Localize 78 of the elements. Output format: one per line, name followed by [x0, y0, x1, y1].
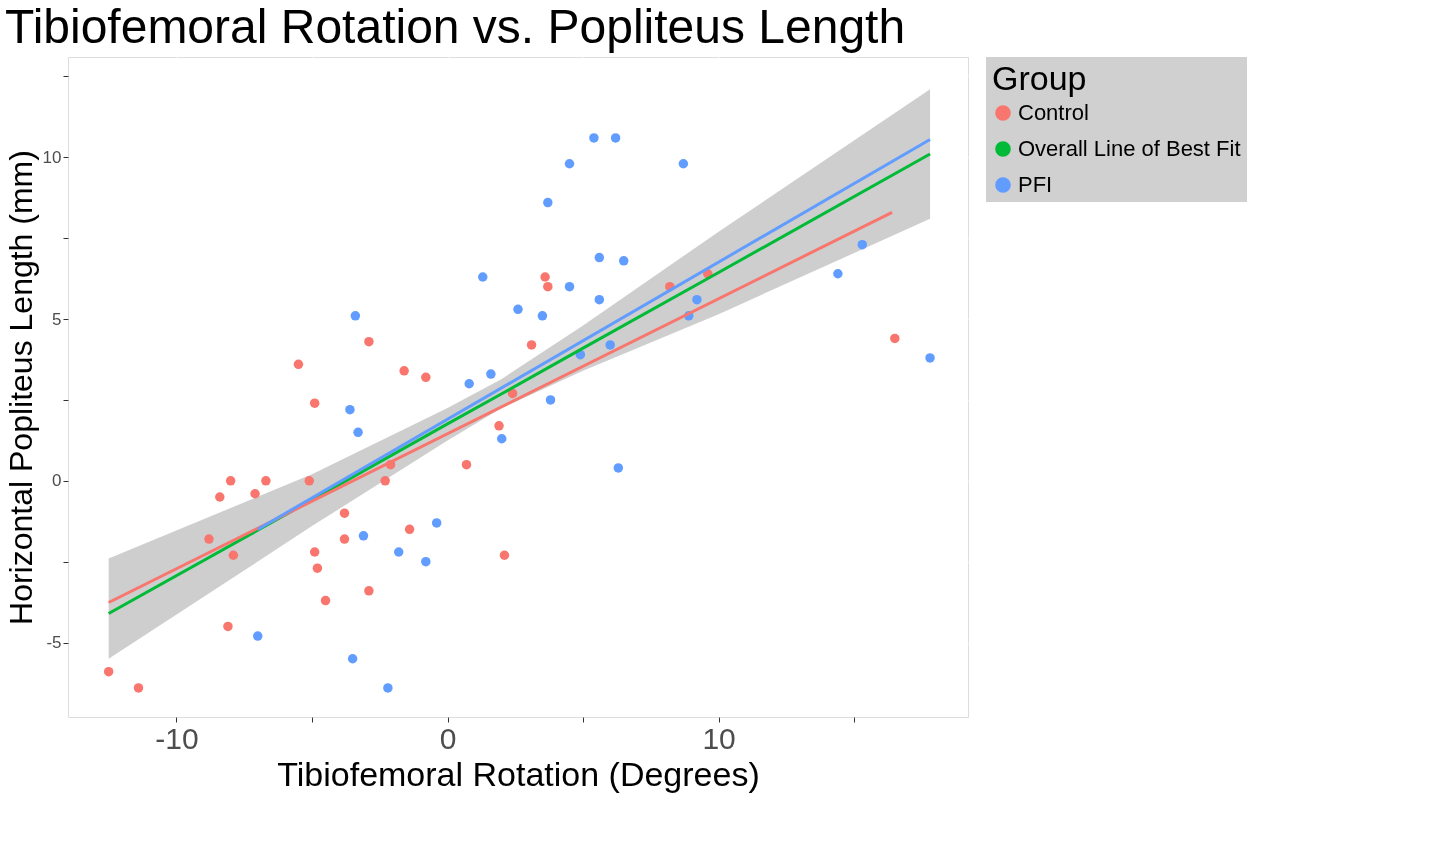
point [228, 550, 239, 560]
point [339, 534, 350, 544]
point [353, 427, 363, 438]
point [225, 476, 236, 486]
point [339, 508, 350, 518]
point [393, 547, 404, 557]
point [545, 395, 556, 405]
point [261, 476, 271, 486]
point [610, 133, 621, 143]
point [605, 340, 615, 350]
point [594, 252, 605, 263]
point [133, 683, 144, 693]
point [618, 256, 629, 266]
point [543, 281, 553, 292]
x-axis-title: Tibiofemoral Rotation (Degrees) [277, 754, 760, 793]
point [543, 197, 553, 208]
point [350, 311, 361, 321]
y-tick-label: 5 [52, 309, 62, 329]
y-tick-label: -5 [46, 633, 62, 653]
point [253, 631, 263, 641]
point [404, 524, 415, 535]
point [540, 272, 550, 282]
point [692, 294, 702, 305]
point [347, 654, 358, 664]
point [309, 398, 320, 408]
point [499, 550, 510, 560]
y-tick-label: 0 [52, 471, 62, 491]
point [312, 563, 323, 573]
point [857, 239, 868, 250]
point [421, 556, 431, 567]
point [513, 304, 523, 315]
point [564, 159, 575, 169]
x-tick-label: 0 [439, 721, 457, 755]
point [478, 272, 488, 282]
point [358, 531, 369, 541]
chart-title: Tibiofemoral Rotation vs. Popliteus Length [5, 0, 906, 53]
point [204, 534, 214, 544]
point [507, 388, 518, 399]
point [250, 489, 260, 499]
point [833, 269, 843, 279]
point [678, 159, 689, 169]
point [320, 595, 331, 606]
point [223, 621, 233, 632]
point [613, 463, 624, 473]
point [345, 404, 355, 415]
point [380, 476, 390, 486]
legend-label: Control [1018, 100, 1089, 125]
point [486, 369, 496, 379]
point [399, 366, 409, 376]
line-series [107, 152, 932, 615]
point [496, 434, 507, 444]
point [589, 133, 599, 143]
point [421, 372, 431, 383]
point [215, 492, 225, 502]
point [431, 518, 442, 528]
x-tick-label: -10 [155, 721, 199, 755]
point [925, 353, 935, 363]
point [293, 359, 304, 370]
point [464, 379, 474, 389]
point [364, 586, 374, 596]
legend-title: Group [992, 59, 1087, 97]
point [364, 336, 374, 347]
legend-label: PFI [1018, 172, 1053, 197]
point [304, 476, 315, 486]
y-tick-label: 10 [42, 147, 62, 167]
point [564, 281, 575, 292]
point [103, 666, 114, 677]
point [537, 311, 548, 321]
y-axis-title: Horizontal Popliteus Length (mm) [2, 150, 39, 625]
point [890, 333, 900, 344]
x-tick-label: 10 [702, 721, 736, 755]
point [494, 421, 504, 431]
point [526, 340, 537, 350]
point [309, 547, 320, 557]
point [461, 459, 472, 470]
legend-label: Overall Line of Best Fit [1018, 136, 1241, 161]
point [594, 294, 605, 305]
point [383, 683, 393, 693]
